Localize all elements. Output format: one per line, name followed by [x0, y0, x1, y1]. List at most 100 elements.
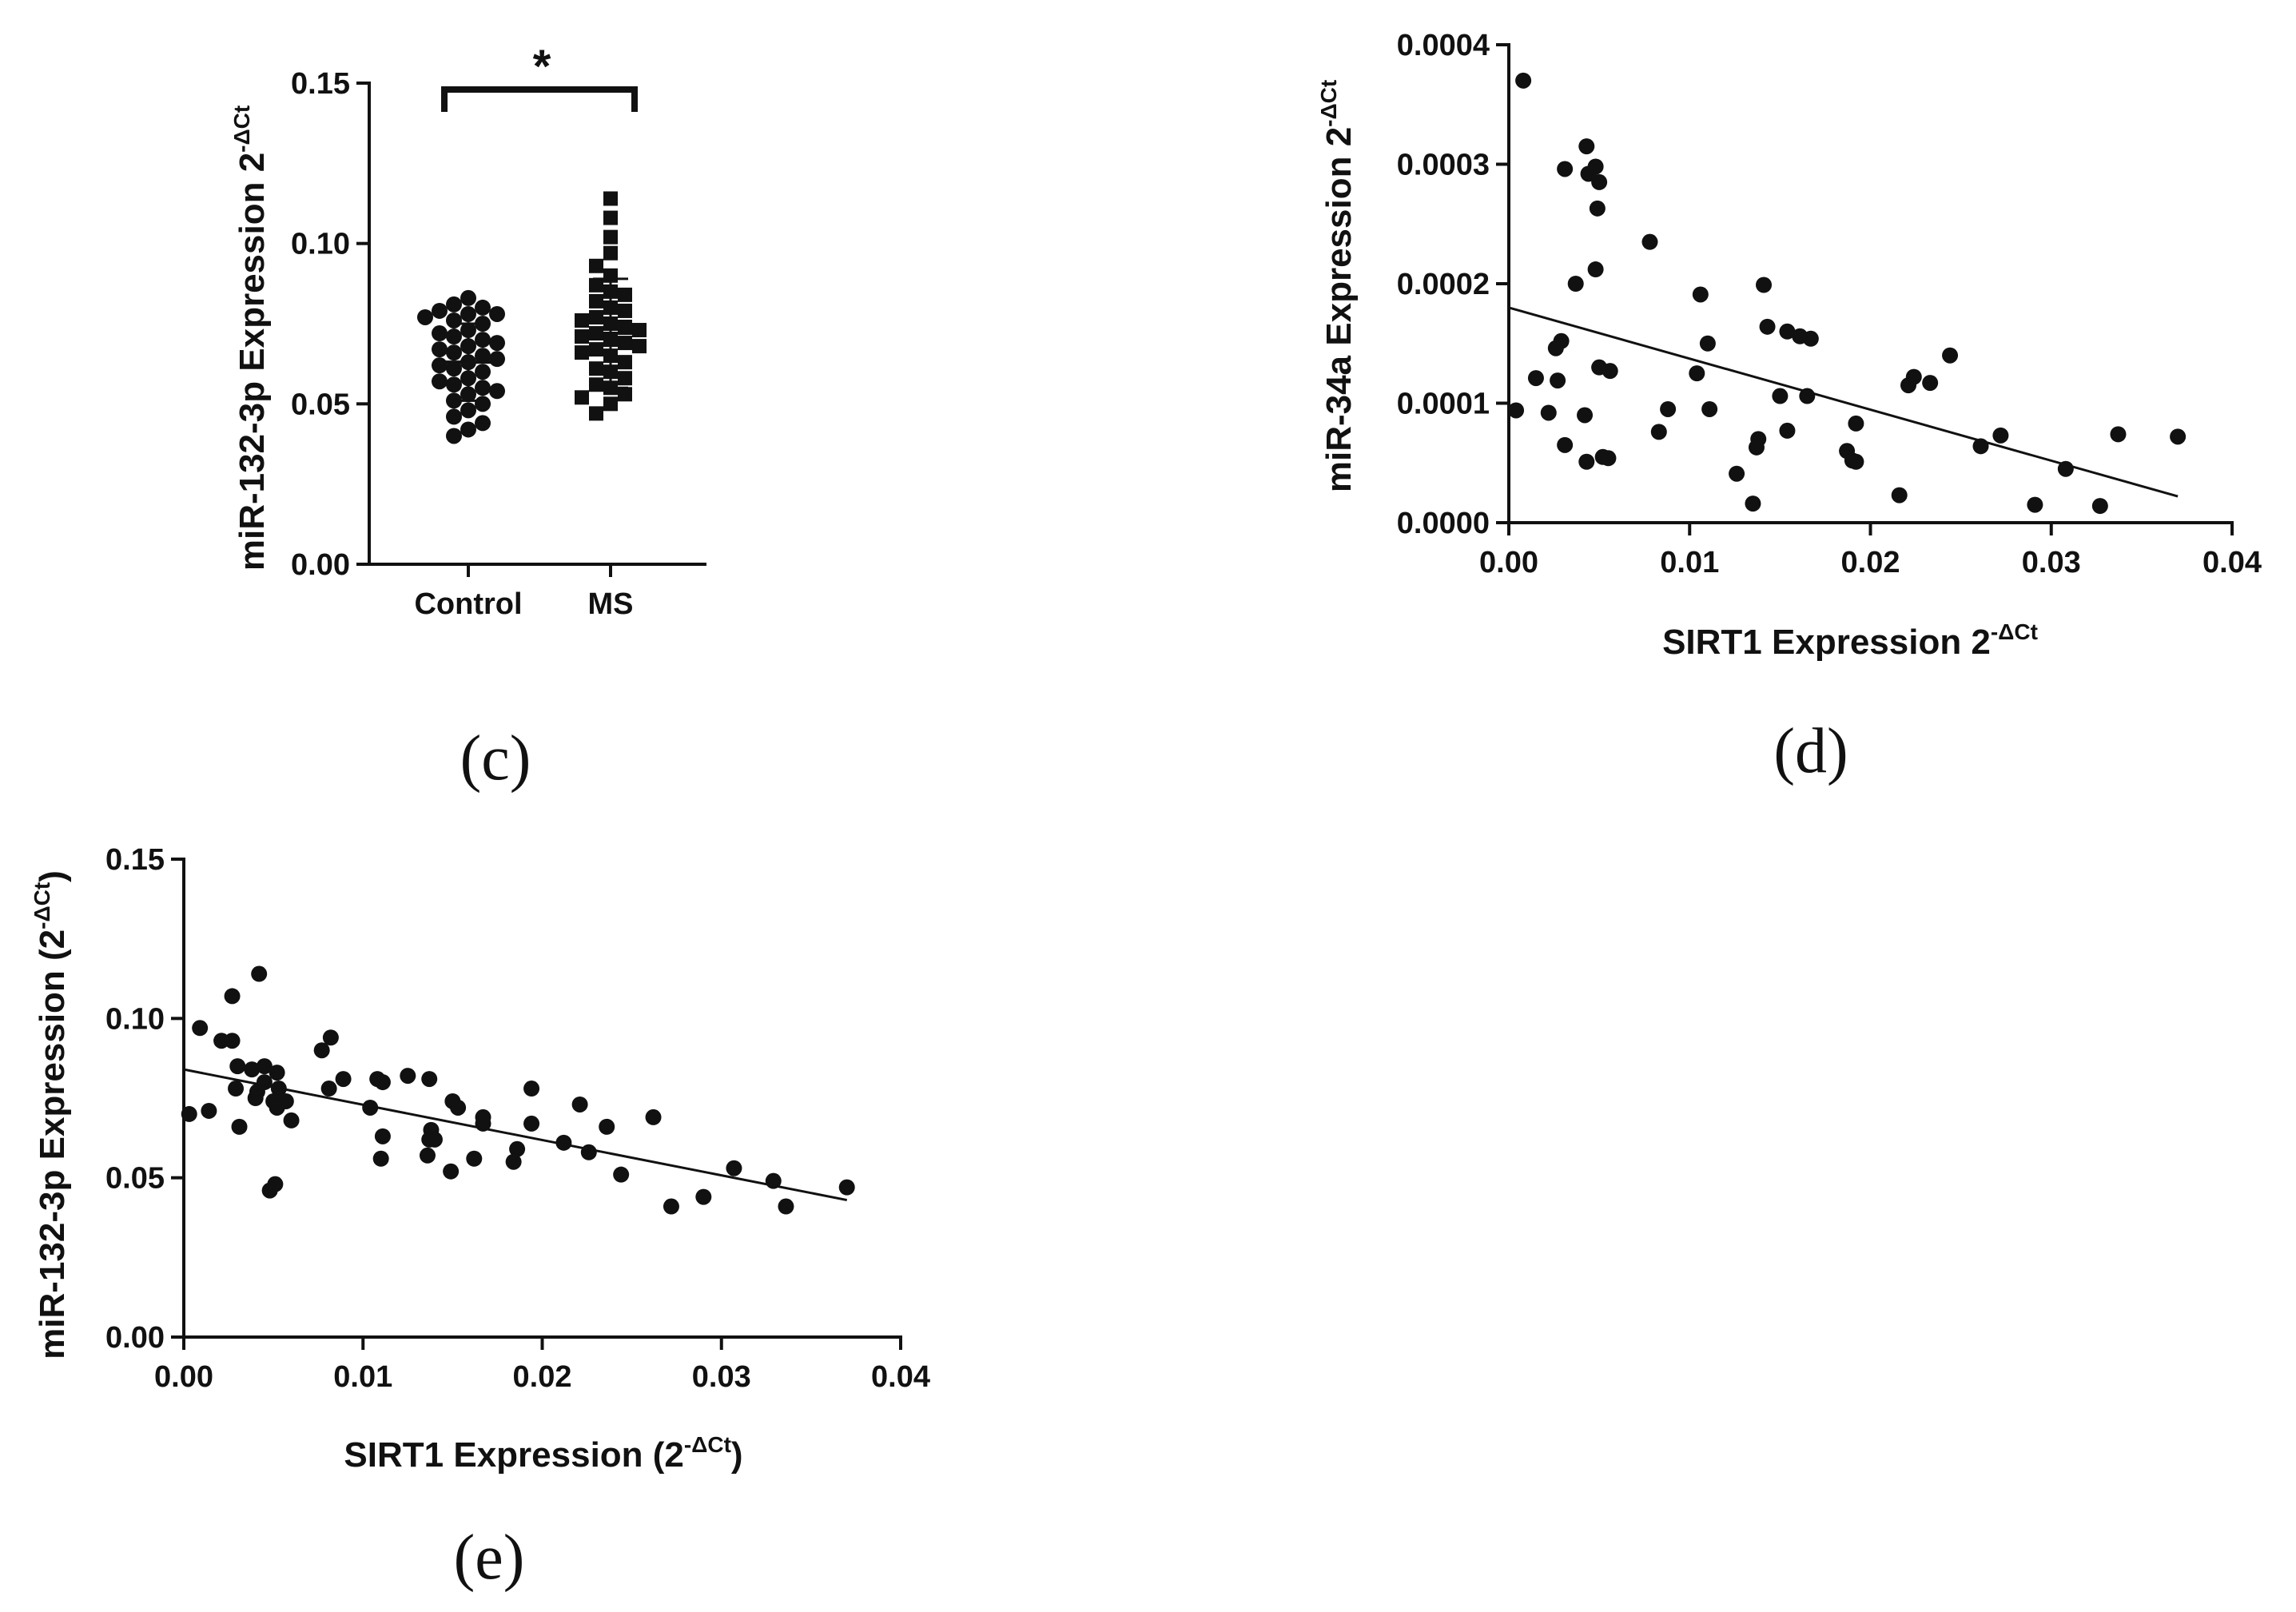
panel-c-ms-point	[589, 342, 603, 357]
panel-d-data-point	[1660, 400, 1677, 417]
panel-d-x-tick-label: 0.03	[2022, 546, 2081, 579]
panel-d-data-point	[1578, 138, 1595, 155]
panel-d-data-point	[1641, 233, 1658, 250]
panel-d-data-point	[1557, 436, 1574, 453]
panel-c-control-point	[446, 312, 462, 328]
panel-e-data-point	[269, 1065, 285, 1081]
panel-e-data-point	[838, 1179, 855, 1196]
panel-c-ms-point	[618, 355, 632, 370]
panel-e-x-axis-title: SIRT1 Expression (2-ΔCt)	[344, 1432, 742, 1475]
panel-d-data-point	[2091, 498, 2108, 515]
panel-e-data-point	[580, 1144, 597, 1160]
panel-c-ms-point	[618, 371, 632, 386]
panel-e-x-tick-label: 0.02	[513, 1360, 572, 1394]
panel-d-regression-line	[1508, 306, 2179, 498]
panel-d-data-point	[1779, 323, 1796, 340]
panel-e-axes: 0.00 0.05 0.10 0.15 0.00 0.01 0.02 0.03 0.04	[105, 843, 930, 1394]
panel-e-data-point	[523, 1115, 540, 1132]
panel-c-ms-point	[589, 293, 603, 308]
panel-d-data-point	[1701, 400, 1718, 417]
panel-c-ms-point	[603, 229, 618, 245]
panel-c-ms-point	[575, 390, 589, 405]
panel-d-y-axis-title: miR-34a Expression 2-ΔCt	[1316, 80, 1359, 492]
panel-d-data-point	[1567, 276, 1584, 292]
panel-e-data-point	[663, 1198, 679, 1215]
panel-c-control-point	[446, 344, 462, 361]
panel-c-data-marks	[417, 191, 647, 444]
panel-d-y-tick-label: 0.0001	[1397, 388, 1490, 421]
panel-e-data-point	[244, 1061, 261, 1078]
panel-c-control-point	[446, 360, 462, 377]
panel-d-data-marks	[1508, 72, 2187, 515]
panel-c-control-point	[432, 325, 448, 342]
panel-c-category-label: MS	[588, 587, 634, 621]
panel-c-control-point	[475, 299, 491, 316]
panel-d-data-point	[1748, 439, 1765, 456]
panel-e-data-point	[523, 1081, 540, 1097]
panel-d-data-point	[1992, 427, 2009, 444]
panel-e-data-point	[421, 1071, 438, 1088]
panel-e-data-point	[726, 1160, 742, 1176]
panel-c-significance-star: *	[533, 41, 551, 93]
panel-d-data-point	[1759, 318, 1776, 335]
panel-e-data-point	[362, 1099, 379, 1116]
panel-c-ms-point	[603, 245, 618, 261]
panel-c-control-point	[489, 351, 505, 368]
panel-c-control-point	[446, 296, 462, 312]
panel-d-data-point	[1922, 375, 1939, 392]
panel-e-data-point	[283, 1112, 300, 1128]
panel-c-ms-point	[603, 396, 618, 412]
panel-e-y-tick-label: 0.00	[105, 1321, 165, 1355]
panel-c-ms-point	[618, 387, 632, 402]
panel-e-data-point	[335, 1071, 352, 1088]
panel-c-control-point	[432, 373, 448, 390]
panel-e-data-point	[419, 1147, 436, 1164]
panel-c-significance-bracket	[441, 86, 638, 112]
panel-e-data-point	[613, 1166, 630, 1183]
panel-d-y-tick-label: 0.0004	[1397, 29, 1490, 62]
panel-d-x-tick-label: 0.04	[2202, 546, 2262, 579]
panel-c-ms-point	[632, 323, 647, 338]
panel-c-ms-point	[575, 329, 589, 344]
panel-d-data-point	[1942, 347, 1959, 364]
panel-c-ms-point	[632, 339, 647, 354]
panel-c-control-point	[460, 305, 476, 322]
panel-c-ms-point	[618, 336, 632, 351]
panel-c-control-point	[475, 380, 491, 396]
panel-d-data-point	[1589, 200, 1606, 217]
panel-d-y-tick-label: 0.0003	[1397, 149, 1490, 182]
panel-e-data-point	[555, 1134, 572, 1151]
panel-d-data-point	[1515, 72, 1532, 89]
panel-c-control-point	[475, 348, 491, 364]
panel-d-data-point	[2170, 428, 2187, 445]
panel-e-data-point	[645, 1108, 662, 1125]
panel-c-category-label: Control	[414, 587, 522, 621]
panel-e-data-point	[400, 1068, 416, 1085]
panel-d-x-tick-label: 0.01	[1660, 546, 1719, 579]
panel-d-data-point	[1550, 372, 1566, 389]
panel-c-ms-point	[618, 303, 632, 318]
panel-c-ms-point	[589, 258, 603, 273]
panel-e-data-point	[372, 1150, 389, 1167]
panel-e-data-point	[251, 965, 268, 982]
panel-c-control-point	[475, 396, 491, 412]
panel-c-control-point	[475, 415, 491, 432]
panel-c-control-point	[475, 332, 491, 348]
panel-d-data-point	[1580, 165, 1597, 182]
panel-e-data-point	[228, 1081, 245, 1097]
panel-d-data-point	[1689, 365, 1705, 382]
panel-c-y-axis-title: miR-132-3p Expression 2-ΔCt	[229, 105, 272, 571]
panel-c-ms-point	[618, 287, 632, 302]
panel-d-y-tick-label: 0.0002	[1397, 268, 1490, 301]
panel-c-control-point	[460, 421, 476, 438]
panel-e-data-point	[229, 1058, 246, 1075]
panel-c-control-point	[475, 364, 491, 380]
panel-c-ms-point	[589, 406, 603, 421]
panel-c-control-point	[460, 402, 476, 419]
panel-d-data-point	[1745, 496, 1761, 512]
panel-e-data-point	[261, 1182, 278, 1199]
panel-d-data-point	[1891, 487, 1908, 504]
panel-d-data-point	[1527, 370, 1544, 387]
panel-e-data-point	[320, 1081, 337, 1097]
panel-d-data-point	[1772, 388, 1789, 404]
